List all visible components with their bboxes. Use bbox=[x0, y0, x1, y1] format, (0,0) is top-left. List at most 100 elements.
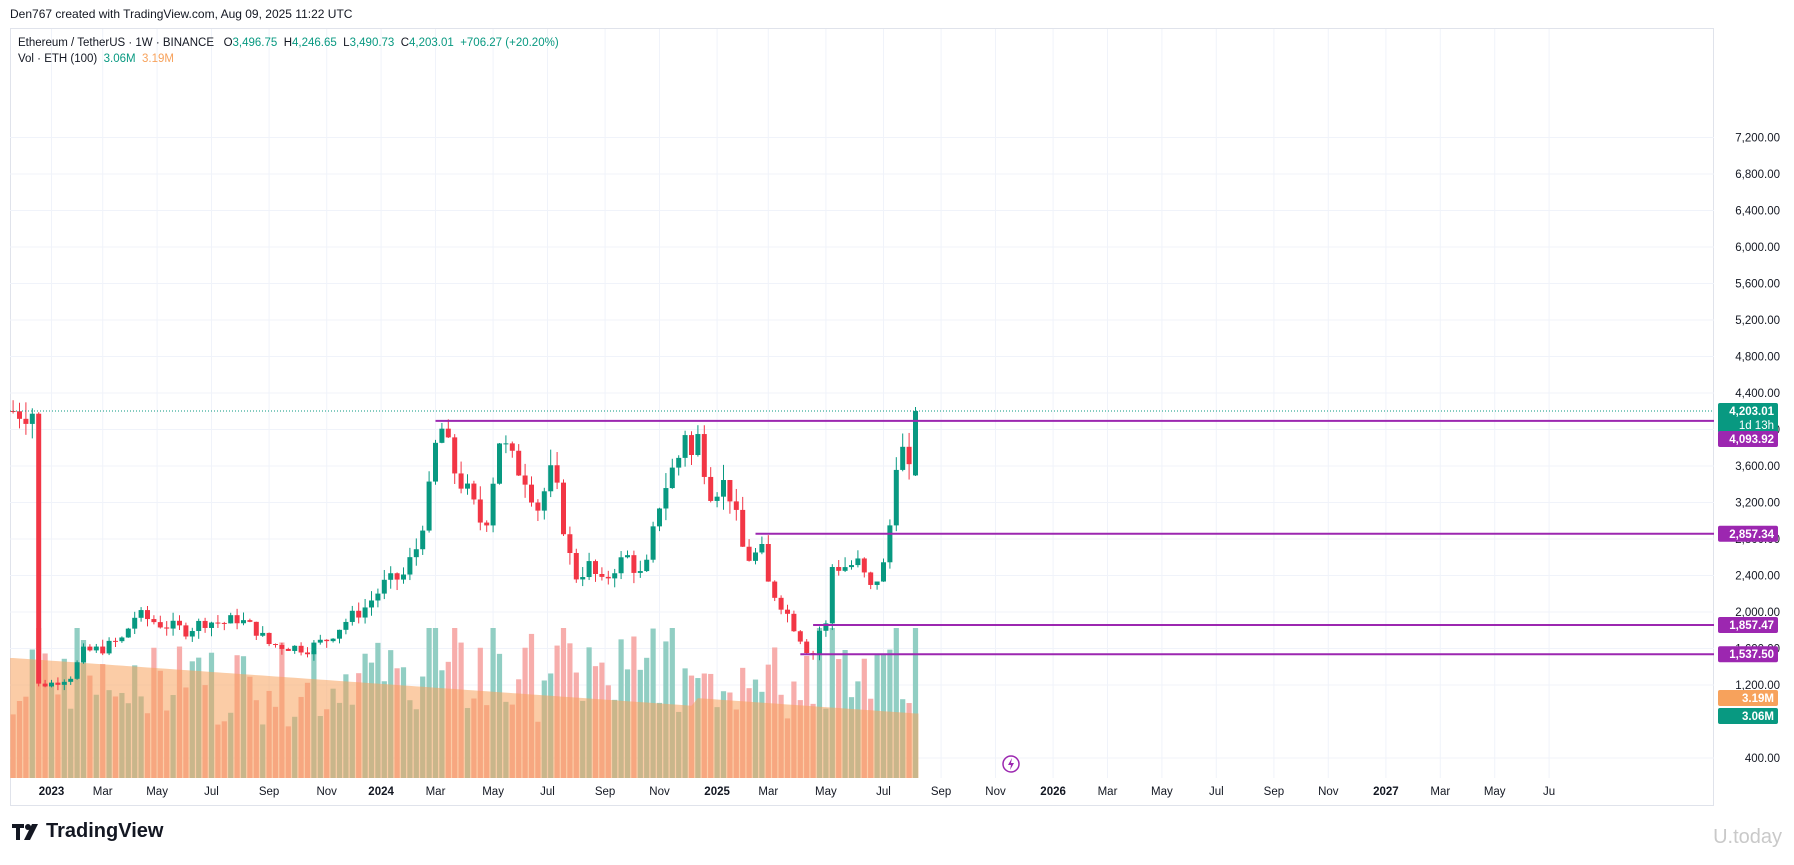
candle-body bbox=[823, 623, 829, 631]
candle-body bbox=[561, 482, 566, 535]
volume-ma-axis-label: 3.19M bbox=[1742, 693, 1774, 705]
candle-body bbox=[721, 480, 726, 497]
candle-body bbox=[829, 567, 835, 624]
candle-body bbox=[241, 620, 246, 624]
x-tick-label: May bbox=[815, 786, 837, 798]
price-labels: 4,203.01 1d 13h 4,093.92 2,857.34 1,857.47 1,… bbox=[1718, 402, 1778, 724]
volume-bar bbox=[893, 628, 899, 778]
candle-body bbox=[285, 648, 291, 651]
candle-body bbox=[842, 567, 848, 571]
y-tick-label: 5,200.00 bbox=[1735, 315, 1780, 327]
level-price-label: 4,093.92 bbox=[1729, 434, 1774, 446]
candle-body bbox=[298, 645, 304, 653]
y-tick-label: 3,600.00 bbox=[1735, 461, 1780, 473]
candle-body bbox=[913, 410, 918, 476]
candle-body bbox=[343, 621, 349, 630]
chart-caption: Den767 created with TradingView.com, Aug… bbox=[10, 7, 353, 21]
x-tick-label: Sep bbox=[931, 786, 951, 798]
x-tick-label: Mar bbox=[758, 786, 778, 798]
candle-body bbox=[100, 646, 106, 654]
candle-body bbox=[23, 418, 29, 424]
candle-body bbox=[61, 681, 67, 685]
candle-body bbox=[906, 446, 912, 465]
last-price-badge bbox=[1718, 402, 1778, 433]
candle-body bbox=[663, 488, 669, 509]
candle-body bbox=[113, 640, 118, 642]
x-tick-label: Mar bbox=[1098, 786, 1118, 798]
candle-body bbox=[580, 577, 586, 580]
candle-body bbox=[791, 613, 797, 632]
candle-body bbox=[145, 610, 150, 620]
candle-body bbox=[477, 499, 483, 523]
candle-body bbox=[529, 484, 534, 503]
candle-body bbox=[420, 530, 426, 550]
x-tick-label: Sep bbox=[259, 786, 279, 798]
volume-bar bbox=[816, 628, 823, 778]
level-price-badge bbox=[1718, 525, 1778, 542]
x-tick-label: 2023 bbox=[39, 786, 65, 798]
candle-body bbox=[605, 576, 611, 579]
candle-body bbox=[881, 562, 886, 582]
x-tick-label: Ju bbox=[1543, 786, 1555, 798]
candle-body bbox=[292, 645, 298, 651]
chart-frame bbox=[10, 28, 1714, 806]
x-tick-label: May bbox=[1151, 786, 1173, 798]
candle-body bbox=[452, 437, 458, 474]
x-tick-label: Mar bbox=[426, 786, 446, 798]
candle-body bbox=[266, 632, 272, 645]
watermark: U.today bbox=[1713, 826, 1782, 848]
candle-body bbox=[465, 483, 470, 489]
volume-label: Vol · ETH (100) bbox=[18, 53, 98, 65]
candle-body bbox=[55, 682, 61, 685]
candle-body bbox=[49, 682, 54, 687]
candle-body bbox=[637, 571, 643, 573]
candle-body bbox=[599, 574, 605, 577]
x-tick-label: May bbox=[146, 786, 168, 798]
candle-body bbox=[87, 646, 93, 651]
candle-body bbox=[593, 561, 598, 575]
x-tick-label: Jul bbox=[540, 786, 555, 798]
tradingview-brand: TradingView bbox=[46, 820, 164, 842]
candle-body bbox=[567, 534, 573, 553]
candle-body bbox=[836, 567, 842, 571]
candle-body bbox=[413, 549, 419, 558]
candle-body bbox=[618, 557, 624, 574]
candle-body bbox=[68, 678, 74, 682]
candle-body bbox=[273, 644, 278, 646]
candle-body bbox=[29, 413, 35, 424]
candle-body bbox=[375, 593, 381, 601]
candle-body bbox=[644, 559, 650, 572]
lightning-icon[interactable] bbox=[1002, 755, 1020, 773]
candle-body bbox=[215, 622, 221, 624]
candle-body bbox=[682, 435, 688, 458]
candle-body bbox=[861, 558, 867, 573]
candle-body bbox=[209, 622, 214, 628]
candle-body bbox=[439, 428, 445, 443]
tradingview-logo-icon bbox=[12, 823, 38, 840]
y-tick-label: 7,200.00 bbox=[1735, 133, 1780, 145]
x-tick-label: Sep bbox=[595, 786, 615, 798]
candle-body bbox=[74, 662, 80, 679]
candle-body bbox=[874, 581, 880, 585]
candle-body bbox=[893, 469, 899, 526]
candle-body bbox=[202, 620, 208, 628]
x-tick-label: Jul bbox=[204, 786, 219, 798]
candle-body bbox=[177, 620, 182, 626]
x-tick-label: Jul bbox=[1209, 786, 1224, 798]
candle-body bbox=[676, 457, 682, 468]
candle-body bbox=[701, 434, 707, 477]
candle-body bbox=[279, 644, 285, 649]
time-axis: 2023 Mar May Jul Sep Nov 2024 Mar May Jul Sep Nov 20… bbox=[39, 786, 1555, 798]
level-price-label: 1,537.50 bbox=[1729, 649, 1774, 661]
candle-body bbox=[369, 600, 374, 608]
x-tick-label: Nov bbox=[316, 786, 337, 798]
tradingview-logo[interactable]: TradingView bbox=[12, 820, 163, 843]
candle-body bbox=[337, 629, 342, 639]
open-label: O bbox=[223, 37, 233, 49]
candle-body bbox=[772, 581, 778, 598]
candle-body bbox=[817, 630, 822, 655]
candle-body bbox=[253, 621, 259, 636]
candle-body bbox=[650, 526, 656, 560]
candle-body bbox=[151, 619, 157, 623]
